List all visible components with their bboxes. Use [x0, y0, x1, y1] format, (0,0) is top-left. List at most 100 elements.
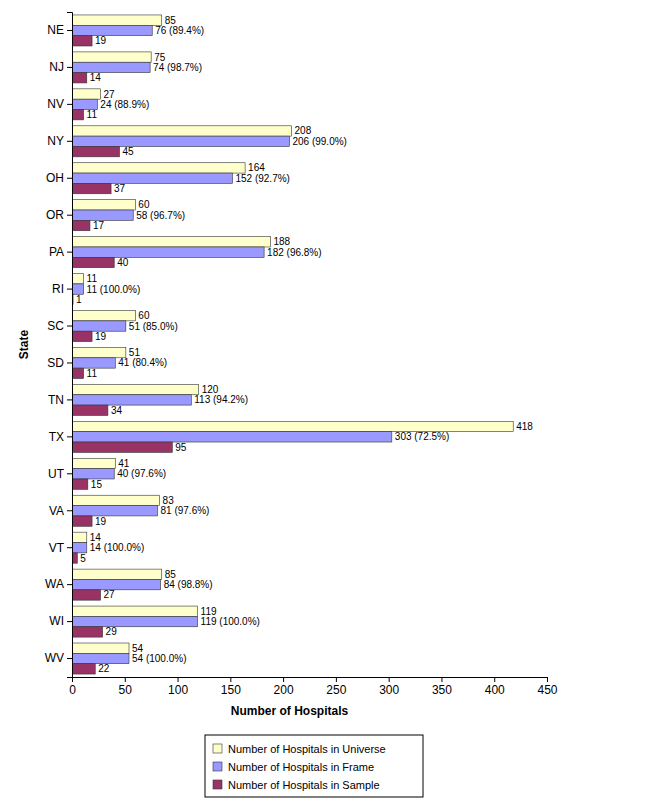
y-axis-title: State [17, 330, 31, 360]
bar [72, 89, 101, 99]
data-label: 51 (85.0%) [129, 321, 178, 332]
bar [72, 220, 90, 230]
data-label: 164 [248, 162, 265, 173]
plot-area: 8575272081646018811605112041841831485119… [45, 13, 558, 697]
bar [72, 99, 97, 109]
tick: WI [49, 614, 72, 628]
tick-mark [67, 67, 72, 68]
data-label: 303 (72.5%) [395, 431, 449, 442]
legend: Number of Hospitals in UniverseNumber of… [205, 735, 423, 797]
data-label: 19 [95, 516, 107, 527]
tick: SD [47, 356, 72, 370]
data-labels: 8575272081646018811605112041841831485119… [76, 15, 533, 675]
bar [72, 73, 87, 83]
tick-mark [547, 677, 548, 682]
tick: 350 [432, 677, 452, 697]
bar [72, 569, 162, 579]
data-label: 14 [90, 72, 102, 83]
bar [72, 469, 114, 479]
tick-mark [67, 436, 72, 437]
data-label: 11 (100.0%) [87, 284, 141, 295]
tick-label: PA [49, 245, 64, 259]
tick-mark [67, 30, 72, 31]
tick-label: NV [47, 97, 64, 111]
bar [72, 210, 133, 220]
bar [72, 664, 95, 674]
data-label: 19 [95, 35, 107, 46]
tick: 400 [485, 677, 505, 697]
bar [72, 495, 160, 505]
tick: NV [47, 97, 72, 111]
data-label: 51 [129, 347, 141, 358]
data-label: 418 [516, 421, 533, 432]
bar [72, 331, 92, 341]
data-label: 1 [76, 294, 82, 305]
bar [72, 146, 120, 156]
data-label: 24 (88.9%) [100, 99, 149, 110]
bar [72, 200, 135, 210]
data-label: 11 [87, 109, 98, 120]
data-label: 85 [165, 15, 177, 26]
tick: VT [49, 541, 72, 555]
tick-label: 400 [485, 683, 505, 697]
bar [72, 163, 245, 173]
tick: UT [48, 467, 72, 481]
bar [72, 653, 129, 663]
bar [72, 36, 92, 46]
bar [72, 643, 129, 653]
tick-mark [67, 289, 72, 290]
axis-line [67, 13, 73, 678]
bar [72, 15, 162, 25]
bar [72, 62, 150, 72]
legend-swatch [213, 744, 222, 753]
legend-label: Number of Hospitals in Sample [228, 779, 380, 791]
legend-label: Number of Hospitals in Frame [228, 761, 374, 773]
tick-mark [67, 178, 72, 179]
bar [72, 532, 87, 542]
data-label: 119 [201, 606, 217, 617]
data-label: 81 (97.6%) [161, 505, 210, 516]
bar [72, 25, 152, 35]
tick-mark [67, 473, 72, 474]
tick-mark [494, 677, 495, 682]
x-axis-title: Number of Hospitals [231, 704, 349, 718]
tick-mark [67, 658, 72, 659]
legend-item: Number of Hospitals in Sample [213, 779, 380, 791]
tick-label: WV [45, 651, 64, 665]
tick-label: VT [49, 541, 65, 555]
tick-label: NJ [49, 60, 64, 74]
axis-line [73, 678, 548, 683]
tick-label: VA [49, 504, 64, 518]
tick-label: UT [48, 467, 65, 481]
data-label: 58 (96.7%) [136, 210, 185, 221]
bar [72, 606, 198, 616]
tick: 200 [274, 677, 294, 697]
tick-label: SD [47, 356, 64, 370]
series [72, 25, 392, 663]
tick-mark [336, 677, 337, 682]
x-axis: 050100150200250300350400450 [69, 677, 558, 697]
tick: 50 [119, 677, 133, 697]
bar [72, 579, 161, 589]
bar [72, 347, 126, 357]
tick: 150 [221, 677, 241, 697]
tick-mark [67, 584, 72, 585]
tick-mark [67, 621, 72, 622]
data-label: 152 (92.7%) [235, 173, 289, 184]
data-label: 19 [95, 331, 107, 342]
bars [72, 15, 513, 674]
data-label: 60 [138, 199, 150, 210]
bar [72, 479, 88, 489]
tick-label: 250 [326, 683, 346, 697]
bar [72, 616, 198, 626]
tick: PA [49, 245, 72, 259]
bar [72, 110, 84, 120]
y-axis: NENJNVNYOHORPARISCSDTNTXUTVAVTWAWIWV [45, 13, 73, 678]
bar [72, 358, 115, 368]
tick: 450 [537, 677, 557, 697]
tick: NE [47, 23, 72, 37]
bar [72, 284, 84, 294]
data-label: 40 (97.6%) [117, 468, 166, 479]
bar [72, 183, 111, 193]
bar [72, 506, 158, 516]
